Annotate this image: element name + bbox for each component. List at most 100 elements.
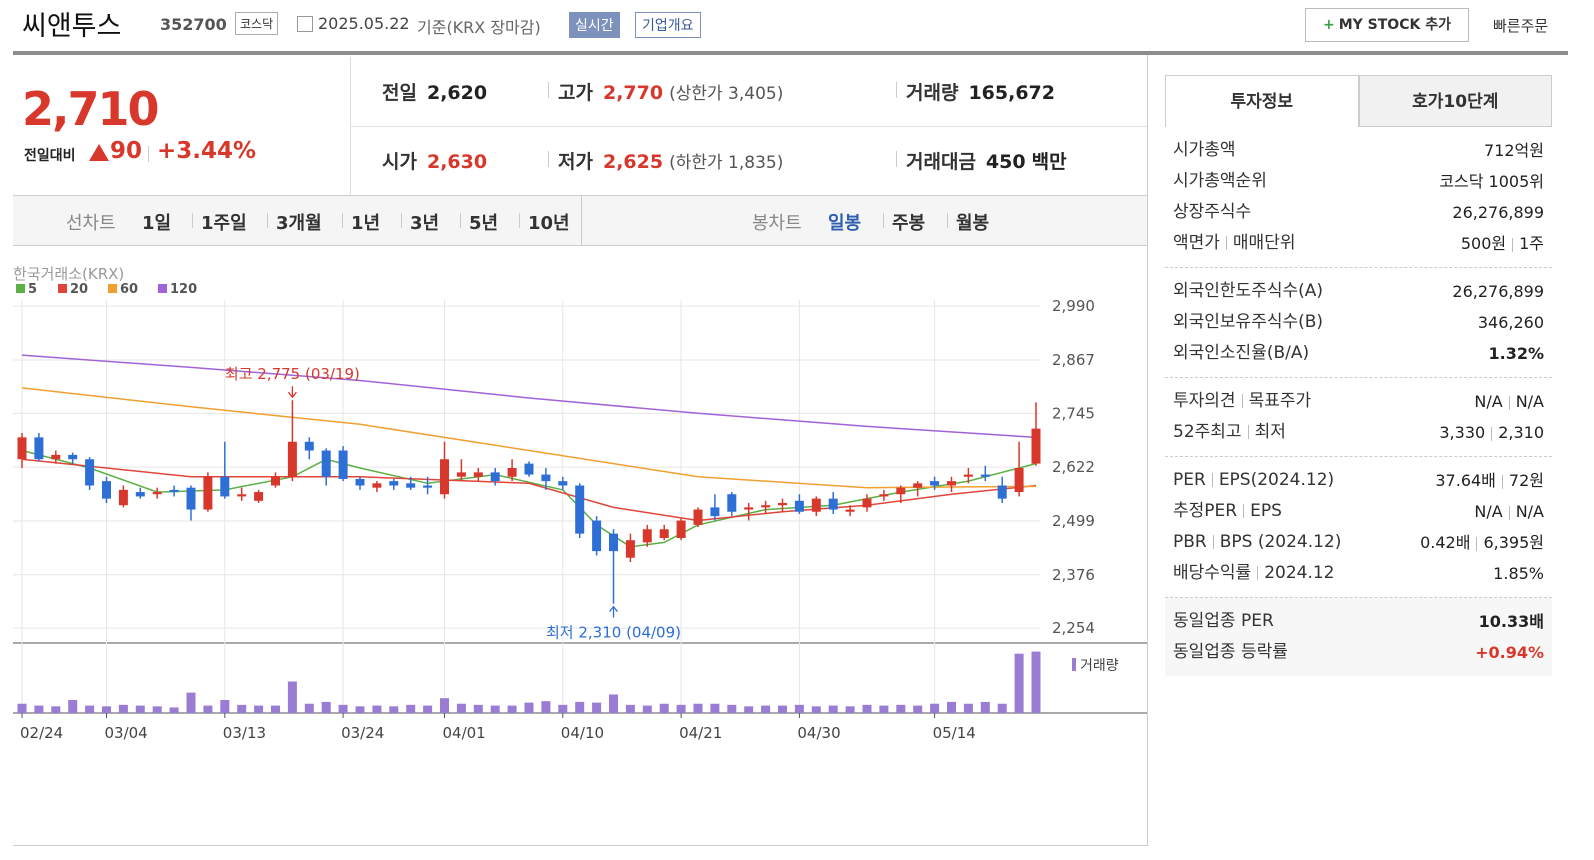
candle-body [68,454,78,460]
label-part: 동일업종 등락률 [1173,642,1288,662]
volume-bar [68,700,78,713]
volume-bar [676,704,686,713]
mystock-button[interactable]: MY STOCK 추가 [1305,8,1469,42]
info-row: 외국인소진율(B/A) 1.32% [1165,338,1552,369]
tab[interactable]: 3년 [410,213,440,234]
volume-bar [51,706,61,713]
candle-body [659,529,669,538]
value-part: +0.94% [1475,643,1544,662]
value-part: 72원 [1508,471,1544,490]
info-group: 투자의견 목표주가 N/A N/A 52주최고 최저 3,330 2,310 [1165,378,1552,457]
side-tab[interactable]: 호가10단계 [1358,75,1552,127]
y-tick-label: 2,254 [1052,619,1095,637]
volume-bar [507,705,517,713]
value-part: 1.85% [1493,564,1544,583]
x-tick-label: 04/21 [679,724,722,742]
market-badge: 코스닥 [235,12,279,35]
info-value: +0.94% [1475,637,1544,668]
tab[interactable]: 월봉 [956,213,990,234]
candle-body [406,483,416,488]
candle-body [17,437,27,460]
up-arrow [89,144,109,161]
quick-order[interactable]: 빠른주문 [1493,17,1549,35]
candle-body [152,492,162,495]
label-part: 동일업종 PER [1173,611,1274,631]
info-row: 시가총액 712억원 [1165,135,1552,166]
change-label: 전일대비 [24,148,76,164]
info-value: 10.33배 [1479,606,1544,637]
info-row: 52주최고 최저 3,330 2,310 [1165,417,1552,448]
side-tab[interactable]: 투자정보 [1165,75,1359,127]
y-tick-label: 2,745 [1052,404,1095,422]
quote-label: 전일 [382,82,417,104]
candle-body [321,450,331,477]
tab[interactable]: 주봉 [892,213,926,234]
separator [1491,426,1493,441]
info-group: PER EPS(2024.12) 37.64배 72원 추정PER EPS N/A N/A PB… [1165,457,1552,598]
info-value: N/A N/A [1474,496,1544,527]
label-part: 시가총액순위 [1173,171,1267,191]
tab[interactable]: 1일 [142,213,172,234]
calendar-icon[interactable] [297,16,313,32]
info-label: 배당수익률 2024.12 [1173,558,1335,589]
candle-body [625,540,635,558]
y-tick-label: 2,867 [1052,351,1095,369]
candle-body [980,474,990,477]
tab[interactable]: 1년 [351,213,381,234]
candle-body [575,485,585,534]
info-label: 외국인보유주식수(B) [1173,307,1323,338]
candle-body [102,481,111,499]
label-part: EPS(2024.12) [1218,470,1335,490]
candle-body [85,459,95,486]
tab[interactable]: 5년 [469,213,499,234]
quote-note: (상한가 3,405) [669,84,784,104]
tab[interactable]: 일봉 [828,213,862,234]
tab[interactable]: 1주일 [201,213,247,234]
tab[interactable]: 10년 [528,213,570,234]
separator [1508,395,1510,410]
legend-label: 20 [70,282,88,297]
company-button[interactable]: 기업개요 [635,12,701,38]
candle-body [304,441,314,451]
annotation: 최고 2,775 (03/19) [225,365,360,383]
volume-bar [456,703,466,713]
volume-bar [220,700,230,713]
volume-bar [794,704,804,713]
info-label: 외국인한도주식수(A) [1173,276,1323,307]
label-part: PBR [1173,532,1207,552]
value-part: 0.42배 [1420,533,1471,552]
candle-body [254,492,264,501]
candle-body [490,472,500,482]
info-value: 1.85% [1493,558,1544,589]
candle-body [710,507,720,517]
candle-body [913,483,923,488]
value-part: 346,260 [1477,313,1544,332]
info-row: 동일업종 PER 10.33배 [1165,606,1552,637]
separator [1257,566,1259,580]
candle-body [186,487,196,510]
volume-bar [34,705,44,713]
volume-bar [406,704,416,713]
volume-bar [879,705,889,713]
tab[interactable]: 3개월 [276,213,322,234]
volume-bar [85,705,95,713]
candle-body [440,459,449,495]
divider [13,51,1568,55]
x-tick-label: 03/13 [223,724,266,742]
volume-bar [389,706,399,713]
value-part: 712억원 [1484,141,1544,160]
realtime-button[interactable]: 실시간 [569,12,620,38]
volume-bar [947,701,956,713]
info-value: 500원 1주 [1461,228,1544,259]
info-row: PER EPS(2024.12) 37.64배 72원 [1165,465,1552,496]
info-value: 26,276,899 [1452,197,1544,228]
separator [1247,425,1249,439]
y-tick-label: 2,376 [1052,566,1095,584]
info-label: 투자의견 목표주가 [1173,386,1311,417]
separator [896,82,897,98]
quote-label: 고가 [558,82,593,104]
divider [350,126,1147,127]
x-tick-label: 03/04 [105,724,148,742]
change: 90 [110,138,143,164]
quote-label: 시가 [382,151,417,173]
